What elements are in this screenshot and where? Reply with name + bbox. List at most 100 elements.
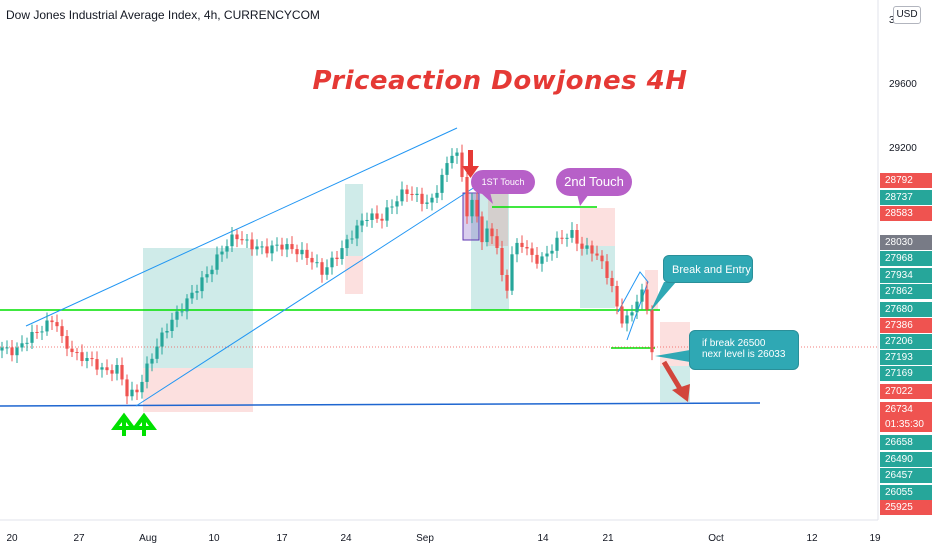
candle [340,240,344,265]
target-arrow-shaft [661,360,685,394]
candle [485,220,489,247]
candle [425,194,429,209]
candle [230,226,234,253]
candle [335,251,339,267]
candle [25,337,29,352]
candle-body [640,289,644,302]
candle [570,222,574,243]
candle [95,351,99,376]
candle-body [345,239,349,249]
candle [385,200,389,227]
candle [460,144,464,182]
candle-body [385,207,389,221]
candle [550,244,554,261]
candle [650,305,654,361]
if-break-line2: nexr level is 26033 [702,349,786,360]
candle-body [480,216,484,243]
break-entry-text: Break and Entry [672,264,751,276]
candle-body [245,239,249,241]
candle-body [330,257,334,268]
x-tick-label: 19 [869,533,881,544]
y-tick-label: 29200 [889,143,917,154]
price-tag: 27206 [880,334,932,349]
candle [105,359,109,375]
candle [365,212,369,227]
first-touch-pointer [480,192,493,204]
candle-body [565,237,569,239]
candle [580,236,584,256]
candle-body [400,189,404,202]
candle [120,357,124,386]
candle [65,329,69,357]
candle-body [160,332,164,347]
first-touch-text: 1ST Touch [481,177,525,187]
candle-body [475,199,479,217]
candle-body [380,218,384,221]
y-tick-label: 29600 [889,79,917,90]
price-tag: 27193 [880,350,932,365]
candle-body [225,246,229,252]
candle-body [585,245,589,249]
candle [270,240,274,262]
candle [160,327,164,355]
candle-body [220,251,224,255]
candle [575,224,579,252]
candle [500,240,504,282]
candle [525,240,529,256]
candle [10,340,14,362]
candle [465,171,469,224]
candle [375,205,379,223]
channel-upper-line [25,127,458,327]
candle-body [645,289,649,310]
candle [480,211,484,251]
price-tag: 28737 [880,190,932,205]
candle [410,186,414,201]
price-tag: 26055 [880,485,932,500]
x-tick-label: 27 [73,533,85,544]
candle [330,251,334,275]
x-tick-label: 21 [602,533,614,544]
candle [440,168,444,201]
candle-body [255,246,259,250]
candle-body [60,326,64,337]
candle-body [285,244,289,250]
price-tag: 27169 [880,366,932,381]
candle-body [600,255,604,262]
candle-body [45,320,49,332]
candle [620,298,624,328]
candle [345,234,349,257]
candle [180,303,184,317]
stop-zone [345,256,363,294]
candle-body [505,274,509,291]
candle-body [120,364,124,380]
candle-body [650,309,654,353]
candle [370,208,374,228]
candle [600,250,604,269]
candle [205,266,209,283]
candle-body [40,331,44,333]
candle-body [410,193,414,196]
candle [595,245,599,260]
x-tick-label: 14 [537,533,549,544]
candle-body [560,237,564,239]
candle-body [30,331,34,343]
candle-body [490,228,494,237]
chart-headline: Priceaction Dowjones 4H [312,66,688,96]
candle [315,254,319,268]
candle-body [130,389,134,397]
candle-body [240,239,244,241]
candle-body [545,253,549,257]
candle-body [65,336,69,349]
short-stop-zone-2 [580,208,615,246]
currency-button[interactable]: USD [893,6,921,24]
candle-body [620,306,624,324]
candle-body [360,220,364,226]
candle [560,230,564,245]
candle [265,238,269,258]
price-tag: 28792 [880,173,932,188]
price-tag: 01:35:30 [880,417,932,432]
candle-body [195,291,199,293]
candle-body [340,248,344,260]
candle-body [510,254,514,291]
